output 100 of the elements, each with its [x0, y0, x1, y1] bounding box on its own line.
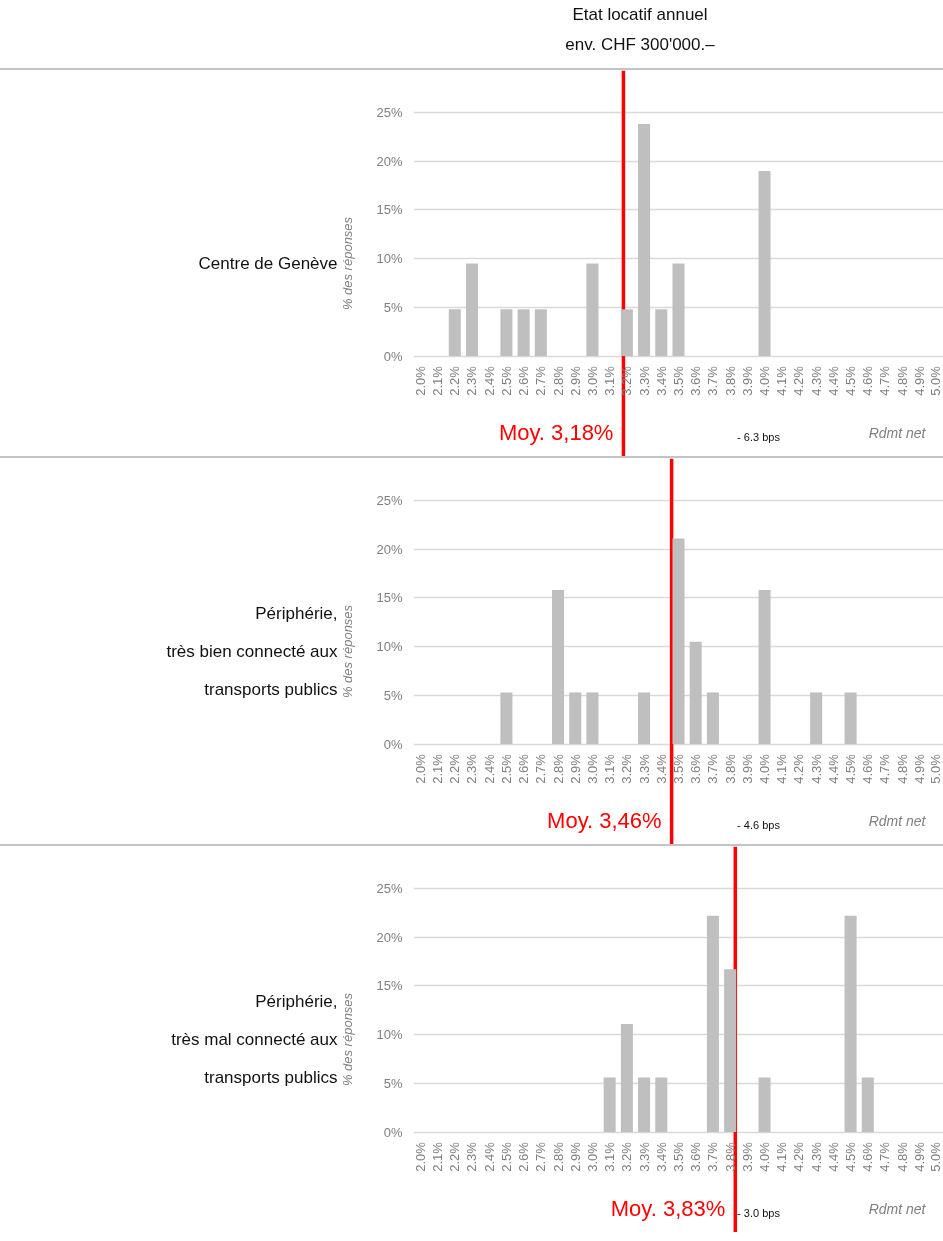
x-tick-label: 2.5%	[498, 753, 514, 784]
bar	[655, 309, 668, 357]
x-tick-label: 2.0%	[412, 753, 428, 784]
y-tick-label: 20%	[376, 541, 403, 557]
x-tick-label: 4.7%	[877, 1141, 893, 1172]
x-tick-label: 3.4%	[653, 753, 669, 784]
y-tick-label: 10%	[376, 251, 403, 267]
bar	[638, 692, 651, 745]
x-tick-label: 3.8%	[722, 365, 738, 396]
x-tick-label: 3.4%	[653, 1141, 669, 1172]
bar	[758, 590, 771, 745]
x-tick-label: 2.4%	[481, 1141, 497, 1172]
y-tick-label: 25%	[376, 492, 403, 508]
x-tick-label: 3.7%	[705, 365, 721, 396]
y-tick-label: 5%	[383, 299, 403, 315]
y-tick-label: 15%	[376, 978, 403, 994]
x-tick-label: 4.8%	[894, 1141, 910, 1172]
bar	[620, 1023, 633, 1133]
y-tick-label: 0%	[383, 1124, 403, 1140]
x-tick-label: 2.2%	[447, 365, 463, 396]
x-tick-label: 3.0%	[584, 1141, 600, 1172]
x-tick-label: 2.9%	[567, 1141, 583, 1172]
x-tick-label: 2.0%	[412, 1141, 428, 1172]
x-tick-label: 4.2%	[791, 1141, 807, 1172]
x-tick-label: 3.8%	[722, 1141, 738, 1172]
y-tick-label: 10%	[376, 639, 403, 655]
x-tick-label: 2.8%	[550, 365, 566, 396]
x-tick-label: 2.1%	[430, 1141, 446, 1172]
x-tick-label: 2.7%	[533, 1141, 549, 1172]
x-tick-label: 4.6%	[860, 365, 876, 396]
ref-line-label: Moy. 3,18%	[498, 419, 614, 445]
bar	[465, 263, 479, 357]
x-tick-label: 2.1%	[430, 365, 446, 396]
bar	[672, 263, 685, 357]
x-tick-label: 4.9%	[911, 365, 927, 396]
x-tick-label: 4.5%	[843, 1141, 859, 1172]
y-tick-label: 15%	[376, 590, 403, 606]
y-tick-label: 5%	[383, 1075, 403, 1091]
bar	[672, 538, 685, 745]
bar	[758, 1077, 771, 1133]
x-tick-label: 2.9%	[567, 753, 583, 784]
annotation: - 6.3 bps	[737, 430, 781, 443]
bar	[689, 641, 702, 745]
bar	[861, 1077, 874, 1133]
bar	[517, 309, 530, 357]
x-tick-label: 3.6%	[688, 1141, 704, 1172]
x-tick-label: 3.1%	[602, 753, 618, 784]
bar	[844, 915, 857, 1133]
x-tick-label: 4.1%	[774, 1141, 790, 1172]
chart-subtitle: Etat locatif annuel env. CHF 300'000.–	[564, 4, 716, 56]
bar	[569, 692, 582, 745]
bar	[620, 309, 633, 357]
bar	[724, 969, 737, 1133]
x-axis-title: Rdmt net	[868, 812, 927, 829]
x-tick-label: 2.5%	[498, 1141, 514, 1172]
x-tick-label: 4.0%	[757, 1141, 773, 1172]
bar	[758, 170, 771, 357]
x-tick-label: 2.9%	[567, 365, 583, 396]
annotation: - 3.0 bps	[737, 1206, 781, 1219]
y-axis-title: % des réponses	[340, 992, 356, 1087]
x-tick-label: 2.5%	[498, 365, 514, 396]
y-axis-title: % des réponses	[340, 216, 356, 311]
x-tick-label: 2.4%	[481, 753, 497, 784]
x-tick-label: 3.9%	[739, 1141, 755, 1172]
y-axis-title: % des réponses	[340, 604, 356, 699]
x-tick-label: 3.3%	[636, 753, 652, 784]
bar	[638, 1077, 651, 1133]
x-tick-label: 2.4%	[481, 365, 497, 396]
y-tick-label: 25%	[376, 104, 403, 120]
x-tick-label: 3.2%	[619, 753, 635, 784]
x-tick-label: 3.6%	[688, 753, 704, 784]
x-tick-label: 2.6%	[516, 1141, 532, 1172]
bar	[706, 915, 719, 1133]
annotation: - 4.6 bps	[737, 818, 781, 831]
y-tick-label: 20%	[376, 153, 403, 169]
bar	[586, 692, 599, 745]
x-tick-label: 2.3%	[464, 365, 480, 396]
y-tick-label: 15%	[376, 202, 403, 218]
x-tick-label: 4.9%	[911, 1141, 927, 1172]
x-tick-label: 3.5%	[671, 753, 686, 784]
text: Périphérie, très bien connecté aux transports publics	[166, 604, 338, 699]
x-tick-label: 4.9%	[911, 753, 927, 784]
x-tick-label: 3.1%	[602, 365, 618, 396]
bar	[500, 692, 513, 745]
x-tick-label: 4.3%	[808, 1141, 824, 1172]
x-tick-label: 4.5%	[843, 365, 859, 396]
x-tick-label: 2.6%	[516, 365, 532, 396]
x-tick-label: 4.4%	[825, 365, 841, 396]
y-tick-label: 0%	[383, 736, 403, 752]
bar	[638, 124, 651, 357]
x-tick-label: 3.3%	[636, 1141, 652, 1172]
x-tick-label: 2.1%	[430, 753, 446, 784]
x-tick-label: 2.7%	[533, 365, 549, 396]
x-tick-label: 3.7%	[705, 1141, 721, 1172]
x-tick-label: 3.0%	[584, 365, 600, 396]
x-tick-label: 3.4%	[653, 365, 669, 396]
y-tick-label: 10%	[376, 1027, 403, 1043]
x-tick-label: 3.3%	[636, 365, 652, 396]
x-tick-label: 4.7%	[877, 365, 893, 396]
x-tick-label: 2.8%	[550, 1141, 566, 1172]
